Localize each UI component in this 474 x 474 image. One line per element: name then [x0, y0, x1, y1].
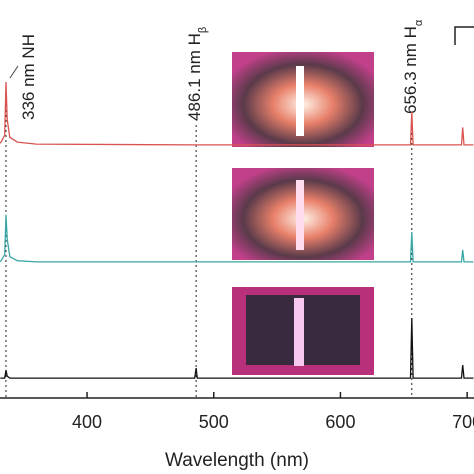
photo-detail	[296, 180, 304, 250]
x-tick-label: 600	[325, 412, 355, 432]
annotation-text: 336 nm NH	[19, 34, 38, 120]
annotation: 486.1 nm Hβ	[185, 27, 209, 121]
x-axis-label: Wavelength (nm)	[165, 450, 309, 471]
bracket	[454, 26, 474, 45]
leader	[9, 65, 19, 79]
x-tick-label: 500	[199, 412, 229, 432]
annotation: 336 nm NH	[19, 34, 38, 120]
annotation-text: 656.3 nm H	[401, 26, 420, 114]
annotation-sub: α	[413, 19, 425, 26]
spectrum-line	[0, 214, 474, 263]
annotation-sub: β	[197, 27, 209, 33]
x-tick-label: 700	[452, 412, 474, 432]
x-tick-label: 400	[72, 412, 102, 432]
photo-detail	[296, 66, 304, 136]
photos	[232, 52, 374, 375]
spectrum-line	[0, 317, 474, 379]
photo-detail	[294, 298, 304, 366]
annotation: 656.3 nm Hα	[401, 19, 425, 114]
annotation-text: 486.1 nm H	[185, 33, 204, 121]
spectrum-line	[0, 81, 474, 146]
